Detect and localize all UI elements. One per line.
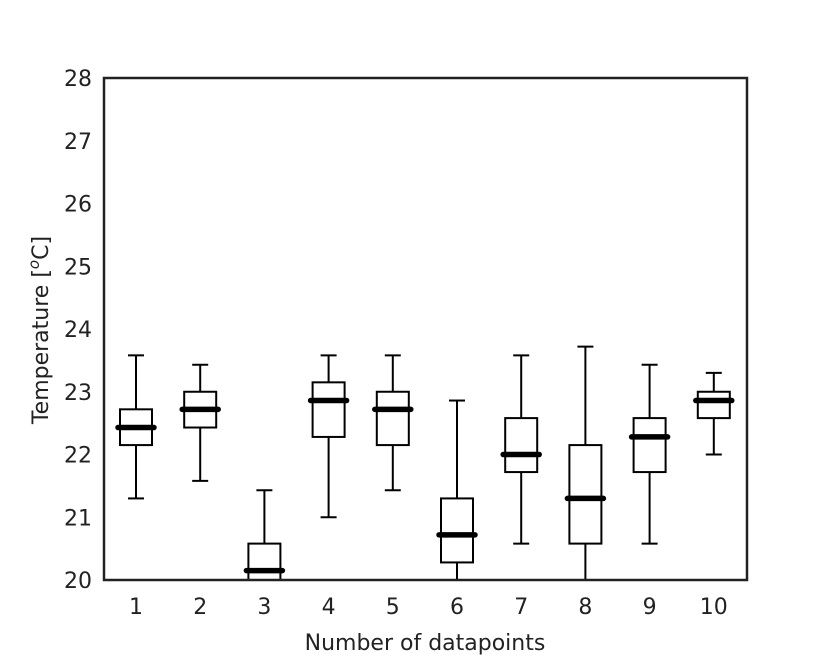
x-tick-label: 2: [193, 595, 207, 620]
x-tick-label: 4: [322, 595, 336, 620]
plot-area: [104, 78, 747, 580]
x-tick-label: 6: [450, 595, 464, 620]
x-tick-label: 8: [578, 595, 592, 620]
box-iqr: [247, 542, 282, 581]
x-tick-label: 10: [700, 595, 728, 620]
x-tick-label: 3: [257, 595, 271, 620]
box-9: [628, 363, 671, 545]
y-tick-label: 28: [64, 67, 92, 92]
y-axis-label-main: Temperature [: [29, 269, 54, 425]
x-axis-label: Number of datapoints: [305, 631, 546, 656]
box-7: [500, 354, 542, 545]
box-iqr: [375, 390, 410, 447]
x-tick-label: 1: [129, 595, 143, 620]
y-tick-label: 20: [64, 569, 92, 594]
box-iqr: [311, 381, 346, 438]
box-8: [564, 345, 607, 581]
x-tick-label: 5: [386, 595, 400, 620]
y-tick-label: 21: [64, 506, 92, 531]
box-iqr: [568, 444, 603, 545]
box-iqr: [504, 417, 539, 474]
box-iqr: [696, 390, 731, 420]
x-axis-ticks: 1 2 3 4 5 6 7 8 9 10: [129, 595, 728, 620]
y-tick-label: 25: [64, 255, 92, 280]
y-axis-ticks: 20 21 22 23 24 25 26 27 28: [64, 67, 92, 594]
y-tick-label: 26: [64, 193, 92, 218]
box-2: [179, 363, 221, 482]
y-tick-label: 22: [64, 444, 92, 469]
x-tick-label: 7: [514, 595, 528, 620]
y-axis-label-superscript: o: [25, 260, 43, 269]
y-tick-label: 27: [64, 130, 92, 155]
plot-frame: [102, 76, 749, 582]
box-iqr: [632, 417, 667, 474]
box-5: [372, 354, 414, 492]
box-10: [693, 371, 735, 456]
box-1: [115, 354, 157, 500]
y-axis-label-end: C]: [29, 236, 54, 260]
box-iqr: [440, 497, 474, 564]
box-4: [307, 354, 350, 519]
y-axis-label: Temperature [oC]: [25, 236, 54, 425]
y-tick-label: 23: [64, 381, 92, 406]
y-tick-label: 24: [64, 318, 92, 343]
box-6: [436, 399, 478, 581]
x-tick-label: 9: [643, 595, 657, 620]
